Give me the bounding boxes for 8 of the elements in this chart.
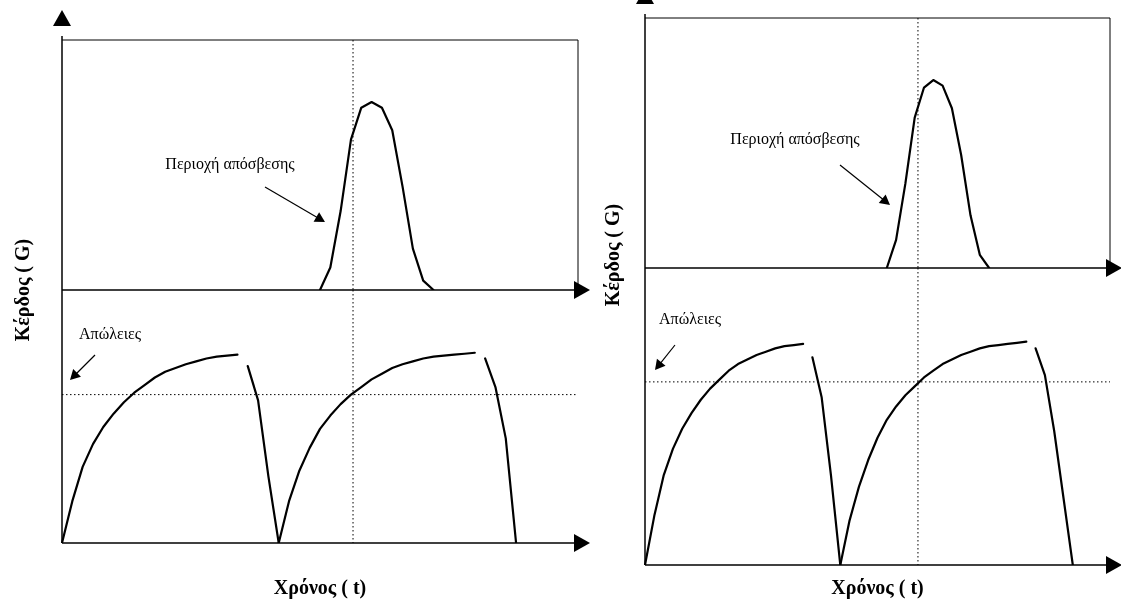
text: Απώλειες [659, 310, 722, 328]
annotation: Περιοχή απόσβεσης [730, 130, 861, 149]
text: Απώλειες [79, 325, 142, 343]
y-axis-title: Κέρδος ( G) [600, 203, 624, 307]
x-axis-title: Χρόνος ( t) [273, 576, 367, 600]
annotation: Περιοχή απόσβεσης [165, 155, 296, 174]
y-axis-title: Κέρδος ( G) [10, 238, 34, 342]
x-axis-title: Χρόνος ( t) [831, 576, 924, 600]
